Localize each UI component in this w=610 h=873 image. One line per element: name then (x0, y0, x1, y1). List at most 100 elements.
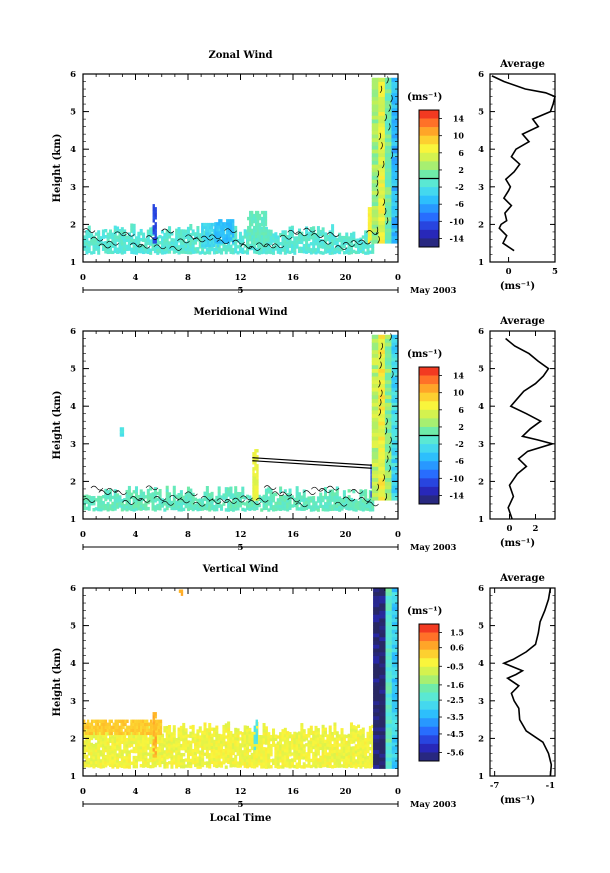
field-cell (262, 747, 266, 751)
field-blob-cell (100, 728, 104, 733)
field-cell (116, 741, 120, 745)
field-column-cell (378, 372, 386, 377)
field-cell (338, 764, 342, 768)
field-blob-cell (367, 216, 371, 220)
field-cell (340, 752, 344, 756)
field-cell (349, 497, 353, 502)
field-blob-cell (249, 237, 252, 242)
field-cell (238, 234, 242, 239)
field-blob-cell (264, 222, 268, 227)
field-cell (272, 743, 276, 747)
field-cell (262, 247, 266, 251)
field-column-cell (373, 666, 380, 672)
field-cell (359, 732, 363, 736)
field-blob-cell (205, 237, 208, 242)
field-column-cell (378, 470, 386, 475)
field-cell (179, 731, 183, 736)
field-column-cell (378, 376, 386, 381)
field-cell (267, 747, 271, 751)
field-cell (357, 506, 361, 511)
field-cell (210, 748, 214, 752)
field-column-cell (391, 738, 398, 743)
field-cell (160, 757, 164, 762)
field-cell (215, 755, 219, 760)
field-cell (236, 749, 240, 753)
field-column-cell (373, 719, 380, 724)
field-cell (215, 758, 219, 763)
field-cell (208, 765, 212, 769)
field-cell (288, 750, 292, 754)
field-column-cell (373, 727, 380, 732)
field-cell (262, 725, 266, 730)
field-cell (215, 734, 219, 739)
field-column-cell (373, 753, 380, 758)
field-cell (307, 764, 311, 768)
field-column-cell (391, 376, 398, 381)
field-cell (85, 757, 89, 762)
field-column-cell (384, 220, 392, 225)
field-cell (267, 759, 271, 763)
field-cell (281, 744, 285, 748)
field-cell (276, 504, 280, 508)
field-blob-cell (155, 722, 159, 727)
field-cell (170, 735, 174, 739)
field-cell (108, 760, 113, 765)
field-cell (120, 740, 124, 744)
field-cell (305, 743, 309, 747)
field-cell (307, 731, 311, 735)
field-cell (267, 765, 271, 769)
field-cell (319, 492, 323, 496)
field-blob-cell (228, 222, 231, 226)
field-column-cell (378, 194, 386, 199)
field-cell (286, 493, 290, 497)
field-cell (212, 742, 216, 747)
field-cell (222, 736, 226, 741)
field-cell (321, 751, 325, 756)
field-cell (118, 250, 122, 254)
field-blob-cell (152, 721, 155, 725)
field-cell (123, 232, 127, 236)
field-column-cell (384, 100, 392, 105)
field-blob-cell (152, 733, 155, 737)
field-cell (215, 504, 219, 509)
field-cell (361, 739, 365, 744)
field-blob-cell (159, 719, 163, 724)
field-column-cell (373, 704, 380, 709)
field-cell (123, 738, 127, 742)
field-blob-cell (112, 728, 115, 733)
field-blob-cell (154, 225, 157, 229)
field-cell (293, 743, 297, 748)
field-cell (364, 245, 368, 249)
field-cell (142, 734, 146, 738)
field-cell (238, 249, 242, 254)
field-cell (165, 762, 169, 766)
field-column-cell (378, 334, 386, 339)
field-cell (236, 740, 240, 744)
field-blob-cell (252, 237, 256, 242)
field-column-cell (379, 693, 386, 698)
field-cell (338, 755, 342, 759)
field-cell (307, 237, 311, 241)
field-cell (87, 752, 91, 756)
field-cell (120, 508, 124, 512)
field-cell (177, 730, 181, 734)
field-cell (168, 247, 172, 251)
field-cell (357, 736, 361, 741)
field-cell (113, 748, 117, 753)
field-cell (250, 243, 254, 248)
field-cell (134, 251, 138, 255)
field-column-cell (391, 704, 398, 709)
field-cell (120, 233, 124, 237)
field-blob-cell (256, 240, 260, 245)
profile-line (505, 337, 556, 520)
field-cell (293, 251, 297, 255)
field-cell (186, 495, 190, 500)
field-cell (312, 235, 316, 239)
field-cell (231, 235, 235, 240)
field-cell (125, 495, 129, 500)
field-cell (196, 250, 200, 254)
field-cell (87, 746, 91, 750)
field-cell (160, 236, 164, 240)
field-cell (305, 250, 309, 254)
field-cell (217, 757, 221, 762)
